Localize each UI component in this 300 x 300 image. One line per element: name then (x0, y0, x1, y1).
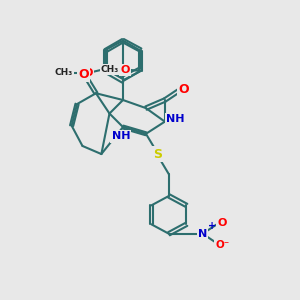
Text: O: O (120, 64, 130, 75)
Text: CH₃: CH₃ (100, 65, 119, 74)
Text: CH₃: CH₃ (54, 68, 73, 77)
Text: O: O (79, 68, 89, 81)
Text: O: O (83, 68, 92, 78)
Text: O⁻: O⁻ (215, 240, 229, 250)
Text: O: O (218, 218, 227, 228)
Text: +: + (208, 221, 216, 231)
Text: NH: NH (112, 131, 130, 142)
Text: NH: NH (166, 115, 184, 124)
Text: N: N (198, 229, 207, 239)
Text: S: S (154, 148, 163, 160)
Text: O: O (178, 83, 189, 96)
